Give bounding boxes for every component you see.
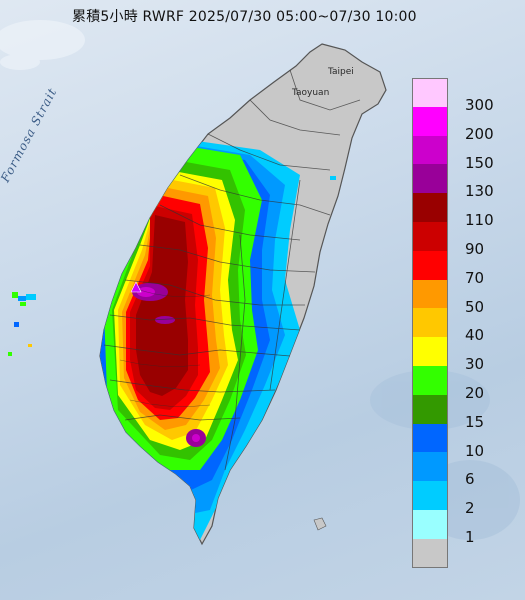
rainfall-layers (100, 140, 300, 540)
legend-swatch (412, 193, 448, 222)
legend-swatch (412, 279, 448, 309)
lanyu-island (313, 517, 327, 531)
legend-swatch (412, 337, 448, 366)
legend-swatch (412, 423, 448, 453)
legend-label: 15 (465, 412, 485, 431)
legend-label: 1 (465, 528, 475, 546)
legend-label: 70 (465, 268, 485, 287)
legend-swatch (412, 510, 448, 539)
legend-swatch (412, 78, 448, 107)
legend-swatch (412, 394, 448, 424)
legend-swatch (412, 481, 448, 510)
legend-swatch (412, 250, 448, 280)
legend-swatch (412, 135, 448, 165)
county-boundaries (103, 69, 361, 471)
legend-label: 20 (465, 384, 485, 402)
legend-label: 40 (465, 326, 485, 345)
legend-label: 110 (465, 211, 494, 230)
legend-label: 130 (465, 182, 494, 201)
legend-label: 6 (465, 470, 475, 489)
legend-swatch (412, 222, 448, 251)
legend-swatch (412, 164, 448, 194)
legend-label: 90 (465, 240, 485, 258)
taipei-label: Taipei (328, 67, 354, 77)
legend-swatch (412, 452, 448, 482)
rivers (119, 289, 211, 407)
green-island (330, 176, 336, 180)
legend-swatch (412, 366, 448, 395)
legend-swatch (412, 538, 448, 568)
legend-label: 150 (465, 153, 494, 172)
legend-swatch (412, 308, 448, 338)
legend-label: 300 (465, 96, 494, 114)
legend-label: 200 (465, 124, 494, 143)
legend-swatch (412, 106, 448, 136)
legend-label: 2 (465, 499, 475, 518)
legend-label: 30 (465, 355, 485, 374)
legend-label: 10 (465, 441, 485, 460)
taoyuan-label: Taoyuan (292, 88, 330, 98)
station-marker (130, 281, 142, 293)
map-title: 累積5小時 RWRF 2025/07/30 05:00~07/30 10:00 (72, 9, 417, 25)
penghu-islands (8, 292, 36, 356)
legend-label: 50 (465, 297, 485, 316)
